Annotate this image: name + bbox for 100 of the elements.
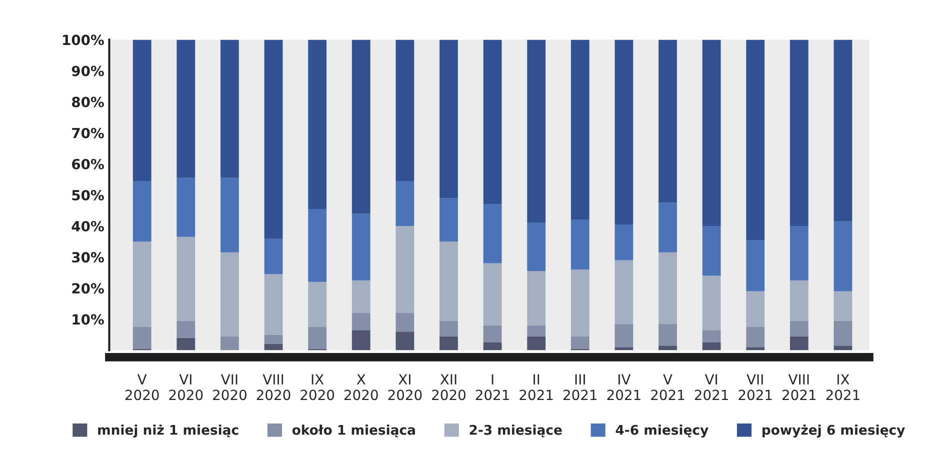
- bar: [527, 325, 546, 336]
- bar: [570, 336, 590, 349]
- legend-label: powyżej 6 miesięcy: [762, 424, 905, 438]
- bar: [308, 282, 327, 327]
- bar: [220, 336, 239, 350]
- y-tick-label: 40%: [72, 220, 104, 232]
- bar: [702, 226, 721, 276]
- x-tick-label: V 2021: [651, 374, 684, 400]
- bar: [790, 336, 808, 350]
- bar: [746, 40, 765, 240]
- bar: [570, 270, 590, 336]
- bar: [614, 347, 634, 350]
- bar: [132, 181, 152, 242]
- x-tick-label: XI 2020: [388, 374, 422, 400]
- bar: [440, 320, 458, 336]
- bar: [352, 330, 370, 350]
- y-tick-label: 60%: [72, 158, 104, 170]
- bar: [440, 198, 458, 242]
- legend-label: 2-3 miesiące: [470, 424, 562, 438]
- bar: [396, 312, 414, 332]
- legend-label: 4-6 miesięcy: [616, 424, 708, 438]
- bar: [440, 242, 458, 321]
- bar: [658, 202, 677, 252]
- bar: [396, 181, 414, 226]
- x-tick-label: VIII 2021: [782, 374, 816, 400]
- bar: [483, 342, 502, 350]
- bar: [527, 336, 546, 350]
- bar: [483, 325, 502, 342]
- bar: [834, 40, 852, 222]
- x-tick-label: IX 2020: [300, 374, 334, 400]
- bar: [702, 342, 721, 350]
- bar: [614, 260, 634, 324]
- y-tick-label: 100%: [63, 34, 104, 46]
- y-tick-label: 90%: [72, 66, 104, 76]
- bar: [352, 214, 370, 280]
- x-tick-label: II 2021: [520, 374, 553, 400]
- bar: [658, 40, 677, 203]
- bar: [746, 347, 765, 350]
- x-tick-label: VI 2020: [169, 374, 203, 400]
- bar: [527, 40, 546, 223]
- bar: [483, 204, 502, 264]
- y-tick-label: 30%: [72, 252, 104, 263]
- bar: [264, 334, 283, 344]
- bar: [176, 236, 196, 321]
- x-tick-label: X 2020: [344, 374, 378, 400]
- bar: [176, 320, 196, 338]
- bar: [790, 226, 808, 280]
- bar: [352, 40, 370, 214]
- x-tick-label: XII 2020: [432, 374, 466, 400]
- x-tick-label: I 2021: [476, 374, 509, 400]
- bar: [570, 220, 590, 270]
- x-tick-label: VII 2021: [738, 374, 772, 400]
- bar: [176, 178, 196, 237]
- bar: [396, 40, 414, 181]
- bar: [790, 320, 808, 336]
- bar: [570, 40, 590, 220]
- bar: [658, 346, 677, 350]
- bar: [702, 330, 721, 342]
- bar: [614, 40, 634, 224]
- bar: [308, 326, 327, 349]
- bar: [264, 238, 283, 274]
- bar: [352, 312, 370, 330]
- bar: [440, 40, 458, 198]
- bar: [702, 276, 721, 330]
- bar: [483, 40, 502, 204]
- bar: [440, 336, 458, 350]
- bar: [352, 280, 370, 313]
- x-tick-label: IX 2021: [826, 374, 860, 400]
- bar: [264, 274, 283, 335]
- bar: [746, 291, 765, 327]
- bar: [264, 40, 283, 238]
- bar: [308, 208, 327, 282]
- bar: [658, 324, 677, 346]
- bar: [614, 224, 634, 260]
- bar: [527, 271, 546, 326]
- bar: [396, 332, 414, 350]
- bar: [746, 326, 765, 348]
- y-tick-label: 10%: [72, 314, 104, 325]
- x-tick-label: III 2021: [563, 374, 597, 400]
- bar: [790, 280, 808, 321]
- bar: [308, 40, 327, 209]
- bar: [132, 326, 152, 349]
- y-tick-label: 80%: [72, 96, 104, 108]
- x-tick-label: VI 2021: [694, 374, 728, 400]
- bar: [176, 40, 196, 178]
- bar: [220, 178, 239, 252]
- bar: [220, 40, 239, 178]
- bar: [614, 324, 634, 348]
- y-tick-label: 20%: [72, 283, 104, 294]
- y-tick-label: 70%: [72, 128, 104, 138]
- bar: [702, 40, 721, 226]
- x-tick-label: V 2020: [125, 374, 159, 400]
- y-tick-label: 50%: [72, 190, 104, 200]
- bar: [264, 344, 283, 350]
- bar: [834, 291, 852, 321]
- bar: [220, 252, 239, 336]
- bar: [396, 226, 414, 313]
- legend-label: mniej niż 1 miesiąc: [98, 424, 238, 438]
- legend-label: około 1 miesiąca: [292, 424, 415, 438]
- bar: [527, 222, 546, 272]
